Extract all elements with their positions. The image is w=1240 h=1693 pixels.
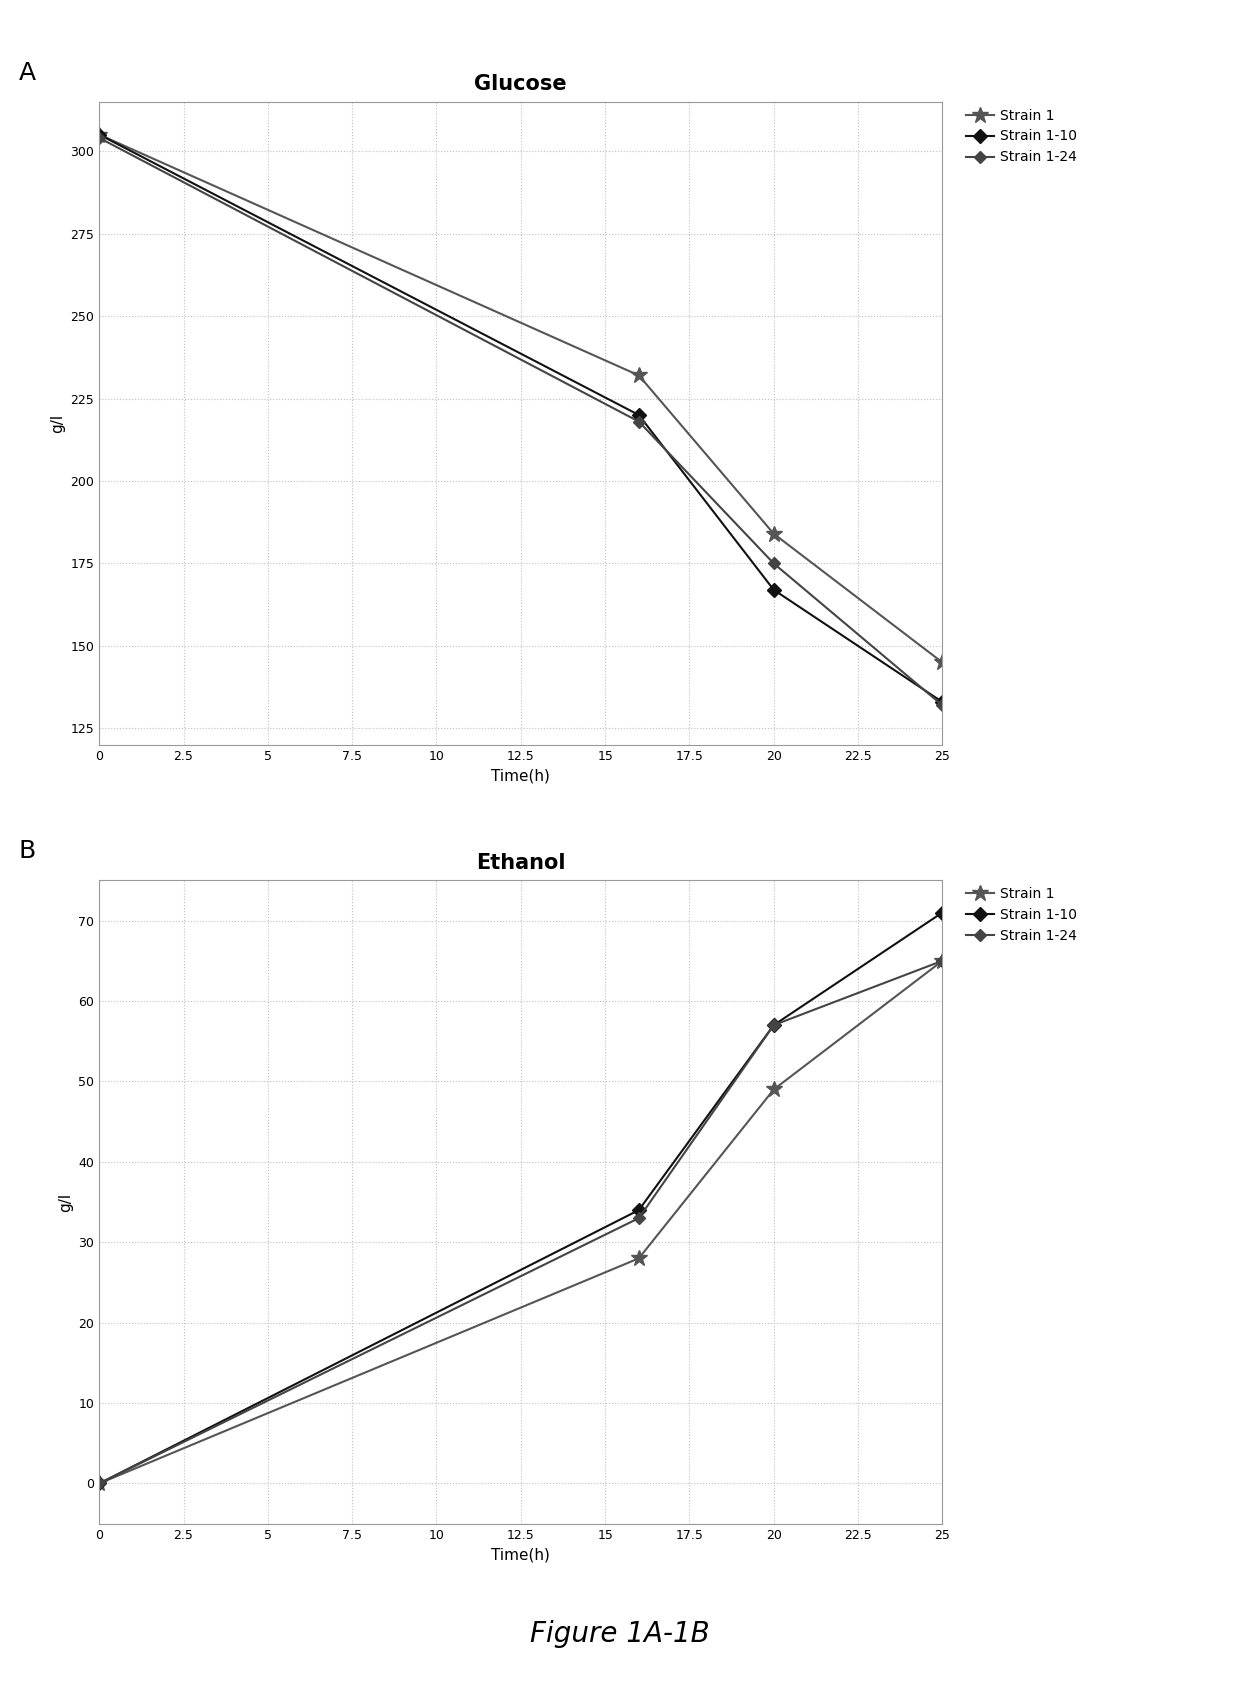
- Strain 1-24: [935, 951, 950, 972]
- Strain 1: [766, 1080, 781, 1100]
- Strain 1: [92, 1473, 107, 1493]
- Strain 1: [935, 951, 950, 972]
- Text: B: B: [19, 840, 36, 863]
- Y-axis label: g/l: g/l: [58, 1192, 73, 1212]
- Legend: Strain 1, Strain 1-10, Strain 1-24: Strain 1, Strain 1-10, Strain 1-24: [966, 108, 1076, 164]
- Strain 1: [766, 523, 781, 543]
- Line: Strain 1-24: Strain 1-24: [95, 957, 946, 1488]
- Strain 1: [631, 1248, 646, 1268]
- Y-axis label: g/l: g/l: [50, 413, 64, 433]
- X-axis label: Time(h): Time(h): [491, 1547, 551, 1563]
- Strain 1: [92, 124, 107, 144]
- Line: Strain 1: Strain 1: [91, 953, 951, 1492]
- Text: A: A: [19, 61, 36, 85]
- Strain 1-24: [766, 554, 781, 574]
- Line: Strain 1-24: Strain 1-24: [95, 134, 946, 709]
- Strain 1-10: [935, 692, 950, 713]
- Line: Strain 1: Strain 1: [91, 127, 951, 670]
- Strain 1-24: [92, 127, 107, 147]
- Strain 1: [631, 366, 646, 386]
- Strain 1-24: [631, 411, 646, 432]
- Line: Strain 1-10: Strain 1-10: [94, 907, 947, 1488]
- Strain 1-24: [92, 1473, 107, 1493]
- Strain 1-10: [631, 1200, 646, 1221]
- Title: Ethanol: Ethanol: [476, 853, 565, 874]
- Strain 1-10: [766, 1014, 781, 1034]
- Strain 1-24: [766, 1014, 781, 1034]
- Strain 1-24: [631, 1209, 646, 1229]
- Strain 1: [935, 652, 950, 672]
- Legend: Strain 1, Strain 1-10, Strain 1-24: Strain 1, Strain 1-10, Strain 1-24: [966, 887, 1076, 943]
- Strain 1-10: [92, 1473, 107, 1493]
- Title: Glucose: Glucose: [475, 74, 567, 95]
- Strain 1-10: [766, 579, 781, 599]
- X-axis label: Time(h): Time(h): [491, 769, 551, 784]
- Line: Strain 1-10: Strain 1-10: [94, 130, 947, 708]
- Text: Figure 1A-1B: Figure 1A-1B: [531, 1620, 709, 1647]
- Strain 1-24: [935, 696, 950, 716]
- Strain 1-10: [92, 124, 107, 144]
- Strain 1-10: [631, 405, 646, 425]
- Strain 1-10: [935, 902, 950, 923]
